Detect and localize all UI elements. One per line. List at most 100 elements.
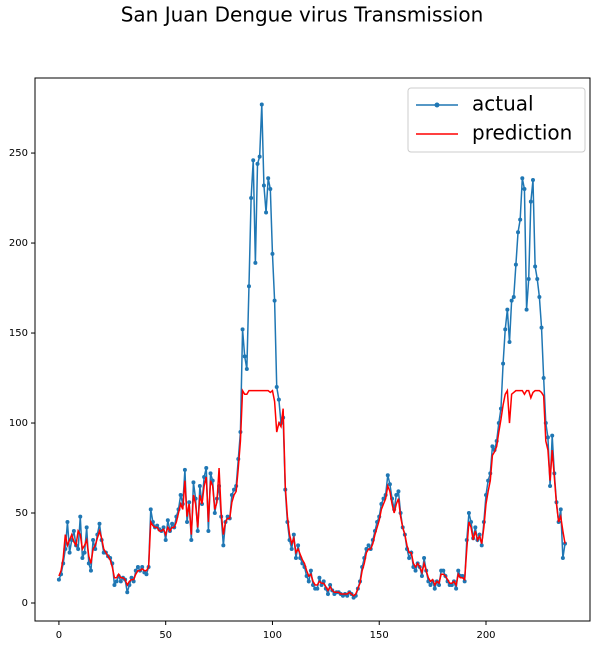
data-point (76, 547, 81, 552)
data-point (460, 574, 465, 579)
data-point (112, 583, 117, 588)
data-point (422, 556, 427, 561)
data-point (291, 532, 296, 537)
data-point (345, 593, 350, 598)
data-point (189, 538, 194, 543)
data-point (257, 154, 262, 159)
data-point (535, 277, 540, 282)
data-point (511, 295, 516, 300)
data-point (385, 473, 390, 478)
data-point (86, 561, 91, 566)
data-point (462, 579, 467, 584)
data-point (407, 556, 412, 561)
data-point (513, 262, 518, 267)
data-point (244, 367, 249, 372)
data-point (195, 529, 200, 534)
data-point (182, 467, 187, 472)
data-point (296, 543, 301, 548)
data-point (516, 230, 521, 235)
data-point (129, 575, 134, 580)
data-point (509, 298, 514, 303)
data-point (268, 187, 273, 192)
data-point (541, 376, 546, 381)
data-point (428, 583, 433, 588)
data-point (67, 550, 72, 555)
data-point (221, 543, 226, 548)
data-point (437, 583, 442, 588)
data-point (537, 295, 542, 300)
y-tick-label: 0 (22, 598, 28, 609)
data-point (148, 507, 153, 512)
data-point (293, 556, 298, 561)
data-point (242, 354, 247, 359)
data-point (550, 433, 555, 438)
data-point (505, 307, 510, 312)
data-point (530, 178, 535, 183)
data-point (524, 307, 529, 312)
data-point (272, 298, 277, 303)
data-point (490, 444, 495, 449)
y-tick-label: 150 (9, 328, 28, 339)
x-tick-label: 50 (159, 630, 172, 641)
data-point (308, 568, 313, 573)
data-point (82, 550, 87, 555)
data-point (165, 518, 170, 523)
data-point (240, 327, 245, 332)
data-point (261, 183, 266, 188)
data-point (144, 572, 149, 577)
data-point (65, 520, 70, 525)
plot-frame (34, 77, 591, 622)
data-point (466, 511, 471, 516)
data-point (170, 521, 175, 526)
data-point (212, 511, 217, 516)
data-point (432, 586, 437, 591)
data-point (441, 568, 446, 573)
data-point (91, 538, 96, 543)
data-point (274, 385, 279, 390)
data-point (539, 325, 544, 330)
data-point (208, 471, 213, 476)
x-tick-label: 0 (56, 630, 62, 641)
data-point (396, 489, 401, 494)
data-point (253, 260, 258, 265)
data-point (155, 523, 160, 528)
x-tick-label: 100 (263, 630, 282, 641)
data-point (161, 525, 166, 530)
data-point (394, 493, 399, 498)
legend-box (407, 87, 586, 153)
data-point (486, 478, 491, 483)
data-point (533, 264, 538, 269)
data-point (319, 583, 324, 588)
data-point (264, 210, 269, 215)
data-point (71, 529, 76, 534)
data-point (80, 556, 85, 561)
data-point (232, 487, 237, 492)
chart-title: San Juan Dengue virus Transmission (121, 3, 484, 27)
data-point (229, 493, 234, 498)
data-point (140, 565, 145, 570)
data-point (125, 590, 130, 595)
data-point (97, 521, 102, 526)
data-point (197, 484, 202, 489)
data-point (118, 579, 123, 584)
data-point (249, 196, 254, 201)
data-point (289, 547, 294, 552)
data-point (501, 361, 506, 366)
series-line (58, 388, 566, 597)
data-point (251, 158, 256, 163)
data-point (528, 199, 533, 204)
data-point (325, 592, 330, 597)
data-point (114, 579, 119, 584)
y-tick-label: 100 (9, 418, 28, 429)
data-point (479, 543, 484, 548)
data-point (78, 514, 83, 519)
data-point (449, 583, 454, 588)
data-point (306, 579, 311, 584)
data-point (187, 500, 192, 505)
data-point (191, 480, 196, 485)
data-point (526, 277, 531, 282)
data-point (387, 482, 392, 487)
x-tick-label: 150 (370, 630, 389, 641)
series-line (58, 104, 566, 599)
